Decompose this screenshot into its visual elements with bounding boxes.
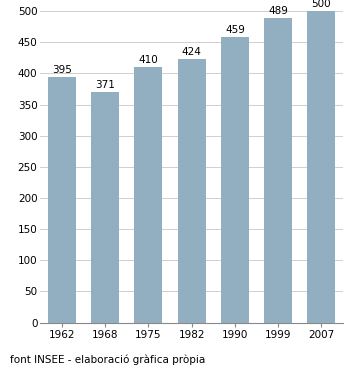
Bar xyxy=(177,59,206,323)
Bar xyxy=(91,91,119,323)
Bar xyxy=(221,37,249,323)
Text: 500: 500 xyxy=(312,0,331,9)
Text: 459: 459 xyxy=(225,25,245,35)
Text: 371: 371 xyxy=(95,80,115,90)
Bar xyxy=(134,67,162,323)
Text: 395: 395 xyxy=(52,65,72,75)
Bar xyxy=(48,76,76,323)
Bar xyxy=(264,18,292,323)
Text: font INSEE - elaboració gràfica pròpia: font INSEE - elaboració gràfica pròpia xyxy=(10,354,206,365)
Text: 410: 410 xyxy=(139,55,158,65)
Text: 424: 424 xyxy=(182,47,202,57)
Bar xyxy=(307,11,335,323)
Text: 489: 489 xyxy=(268,6,288,16)
